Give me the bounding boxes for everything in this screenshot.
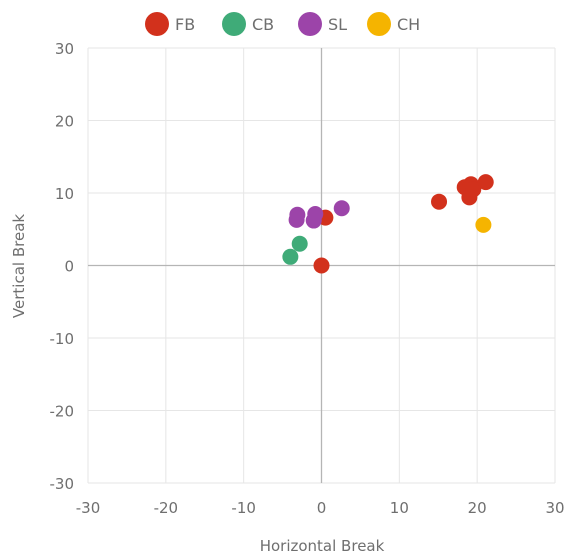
x-tick-label: 20 — [468, 499, 487, 517]
x-axis-title: Horizontal Break — [260, 537, 385, 555]
y-tick-label: 10 — [55, 185, 74, 203]
y-tick-label: -30 — [50, 475, 75, 493]
y-tick-label: 20 — [55, 113, 74, 131]
data-point-cb — [282, 248, 299, 265]
data-point-fb — [465, 181, 482, 198]
x-tick-label: 10 — [390, 499, 409, 517]
y-tick-label: 0 — [64, 258, 74, 276]
data-point-fb — [313, 257, 330, 274]
data-points — [282, 174, 494, 274]
data-point-sl — [288, 211, 305, 228]
legend-marker-ch — [367, 12, 391, 36]
x-tick-label: -20 — [154, 499, 179, 517]
legend: FB CB SL CH — [145, 12, 420, 36]
legend-marker-sl — [298, 12, 322, 36]
legend-label-cb: CB — [252, 15, 274, 34]
x-tick-label: 0 — [317, 499, 327, 517]
legend-item-fb: FB — [145, 12, 195, 36]
axes: -30 -20 -10 0 10 20 30 -30 -20 -10 0 10 20 30 — [50, 40, 565, 517]
data-point-fb — [477, 174, 494, 191]
legend-item-ch: CH — [367, 12, 420, 36]
x-tick-label: 30 — [545, 499, 564, 517]
legend-item-sl: SL — [298, 12, 347, 36]
data-point-fb — [431, 193, 448, 210]
legend-label-ch: CH — [397, 15, 420, 34]
legend-item-cb: CB — [222, 12, 274, 36]
data-point-cb — [291, 235, 308, 252]
legend-marker-fb — [145, 12, 169, 36]
legend-marker-cb — [222, 12, 246, 36]
y-tick-label: 30 — [55, 40, 74, 58]
legend-label-sl: SL — [328, 15, 347, 34]
x-tick-label: -10 — [231, 499, 256, 517]
y-tick-label: -20 — [50, 403, 75, 421]
x-tick-label: -30 — [76, 499, 101, 517]
data-point-sl — [333, 200, 350, 217]
y-axis-title: Vertical Break — [10, 214, 28, 318]
legend-label-fb: FB — [175, 15, 195, 34]
y-tick-label: -10 — [50, 330, 75, 348]
data-point-ch — [475, 216, 492, 233]
data-point-sl — [305, 212, 322, 229]
